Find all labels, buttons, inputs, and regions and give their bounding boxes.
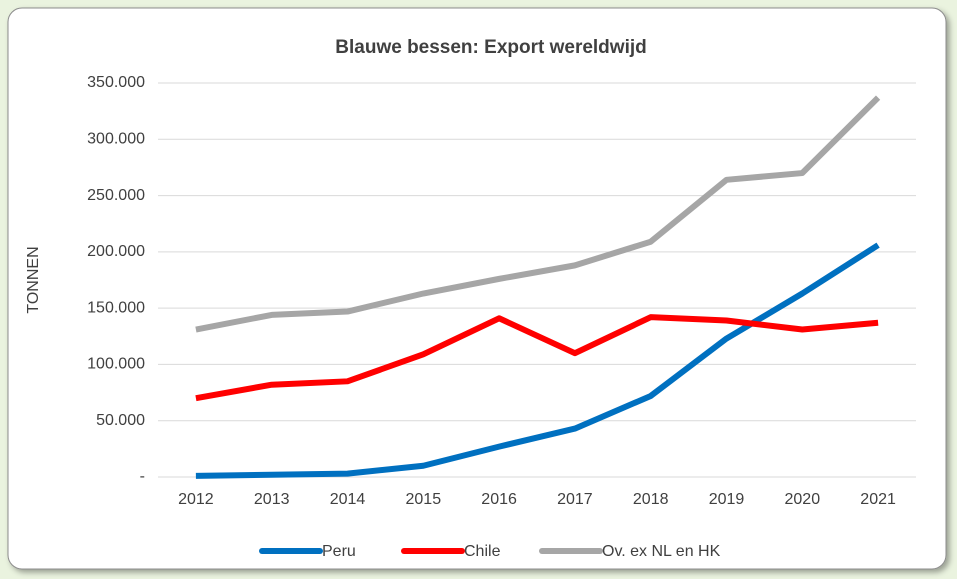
y-tick-label: - <box>140 468 145 485</box>
series-line <box>195 95 881 333</box>
x-tick-label: 2016 <box>481 491 517 508</box>
x-tick-label: 2012 <box>178 491 214 508</box>
panel <box>7 7 947 570</box>
x-tick-label: 2021 <box>860 491 896 508</box>
series-line <box>195 314 879 402</box>
y-tick-label: 300.000 <box>87 131 145 148</box>
x-tick-label: 2017 <box>557 491 593 508</box>
x-tick-label: 2015 <box>406 491 442 508</box>
y-axis-label: TONNEN <box>25 246 42 313</box>
legend-label: Chile <box>464 543 501 560</box>
y-tick-label: 150.000 <box>87 299 145 316</box>
x-tick-label: 2014 <box>330 491 366 508</box>
legend-label: Ov. ex NL en HK <box>602 543 721 560</box>
chart-title: Blauwe bessen: Export wereldwijd <box>335 37 646 58</box>
y-tick-label: 50.000 <box>96 412 145 429</box>
x-tick-label: 2018 <box>633 491 669 508</box>
y-tick-label: 250.000 <box>87 187 145 204</box>
series-line <box>195 242 880 479</box>
y-tick-label: 350.000 <box>87 74 145 91</box>
legend-label: Peru <box>322 543 356 560</box>
x-tick-label: 2013 <box>254 491 290 508</box>
x-tick-label: 2019 <box>709 491 745 508</box>
y-tick-label: 200.000 <box>87 243 145 260</box>
x-tick-label: 2020 <box>785 491 821 508</box>
y-tick-label: 100.000 <box>87 356 145 373</box>
